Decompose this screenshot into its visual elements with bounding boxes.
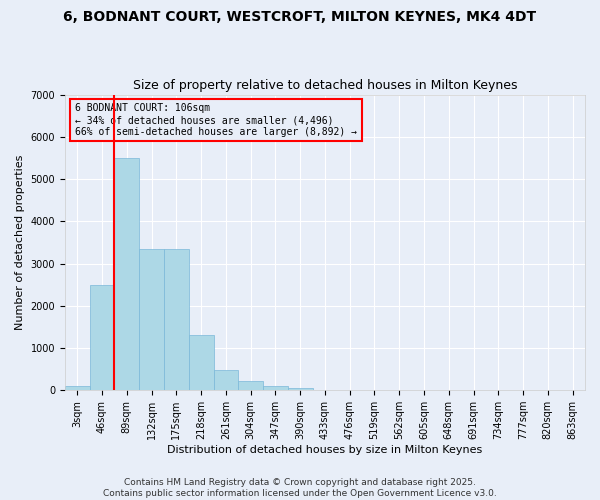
- Bar: [238, 381, 263, 390]
- Bar: [263, 386, 288, 390]
- Bar: [214, 370, 238, 390]
- X-axis label: Distribution of detached houses by size in Milton Keynes: Distribution of detached houses by size …: [167, 445, 482, 455]
- Text: Contains HM Land Registry data © Crown copyright and database right 2025.
Contai: Contains HM Land Registry data © Crown c…: [103, 478, 497, 498]
- Text: 6, BODNANT COURT, WESTCROFT, MILTON KEYNES, MK4 4DT: 6, BODNANT COURT, WESTCROFT, MILTON KEYN…: [64, 10, 536, 24]
- Bar: [65, 386, 89, 390]
- Title: Size of property relative to detached houses in Milton Keynes: Size of property relative to detached ho…: [133, 79, 517, 92]
- Text: 6 BODNANT COURT: 106sqm
← 34% of detached houses are smaller (4,496)
66% of semi: 6 BODNANT COURT: 106sqm ← 34% of detache…: [76, 104, 358, 136]
- Bar: [139, 248, 164, 390]
- Bar: [164, 248, 189, 390]
- Bar: [89, 284, 115, 390]
- Y-axis label: Number of detached properties: Number of detached properties: [15, 154, 25, 330]
- Bar: [115, 158, 139, 390]
- Bar: [189, 336, 214, 390]
- Bar: [288, 388, 313, 390]
